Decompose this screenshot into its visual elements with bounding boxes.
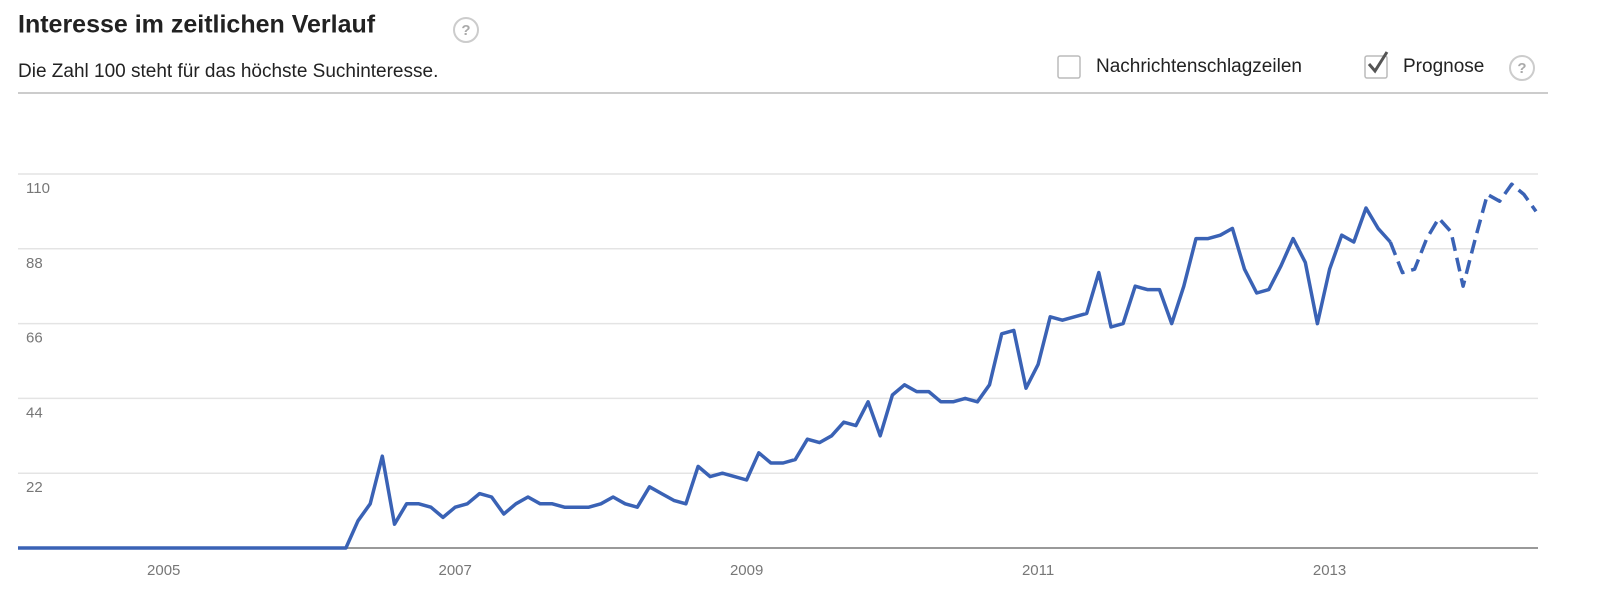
line xyxy=(18,206,1392,550)
checkbox-label[interactable]: Nachrichtenschlagzeilen xyxy=(1096,56,1302,77)
x-tick-label: 2007 xyxy=(438,562,471,579)
help-icon-text[interactable]: ? xyxy=(461,22,470,39)
panel-title: Interesse im zeitlichen Verlauf xyxy=(18,11,376,39)
help-icon[interactable] xyxy=(1509,55,1535,81)
y-tick-label: 22 xyxy=(26,479,43,496)
help-icon[interactable] xyxy=(453,17,479,43)
options: Nachrichtenschlagzeilen Prognose xyxy=(1057,51,1484,79)
x-tick-label: 2005 xyxy=(147,562,180,579)
plot: 22 44 66 88 110 2005 2007 2009 2011 2013 xyxy=(18,173,1538,579)
y-tick-label: 66 xyxy=(26,330,43,347)
help-icon-text[interactable]: ? xyxy=(1517,60,1526,77)
x-tick-label: 2013 xyxy=(1313,562,1346,579)
checkbox[interactable] xyxy=(1057,55,1081,79)
x-tick-label: 2011 xyxy=(1022,562,1054,579)
checkbox-label[interactable]: Prognose xyxy=(1403,56,1484,77)
y-tick-label: 110 xyxy=(26,180,50,197)
x-tick-label: 2009 xyxy=(730,562,763,579)
y-tick-label: 88 xyxy=(26,255,43,272)
y-tick-label: 44 xyxy=(26,404,43,421)
checkmark[interactable] xyxy=(1367,51,1389,74)
subtitle: Die Zahl 100 steht für das höchste Suchi… xyxy=(18,61,438,82)
line xyxy=(1388,182,1538,288)
